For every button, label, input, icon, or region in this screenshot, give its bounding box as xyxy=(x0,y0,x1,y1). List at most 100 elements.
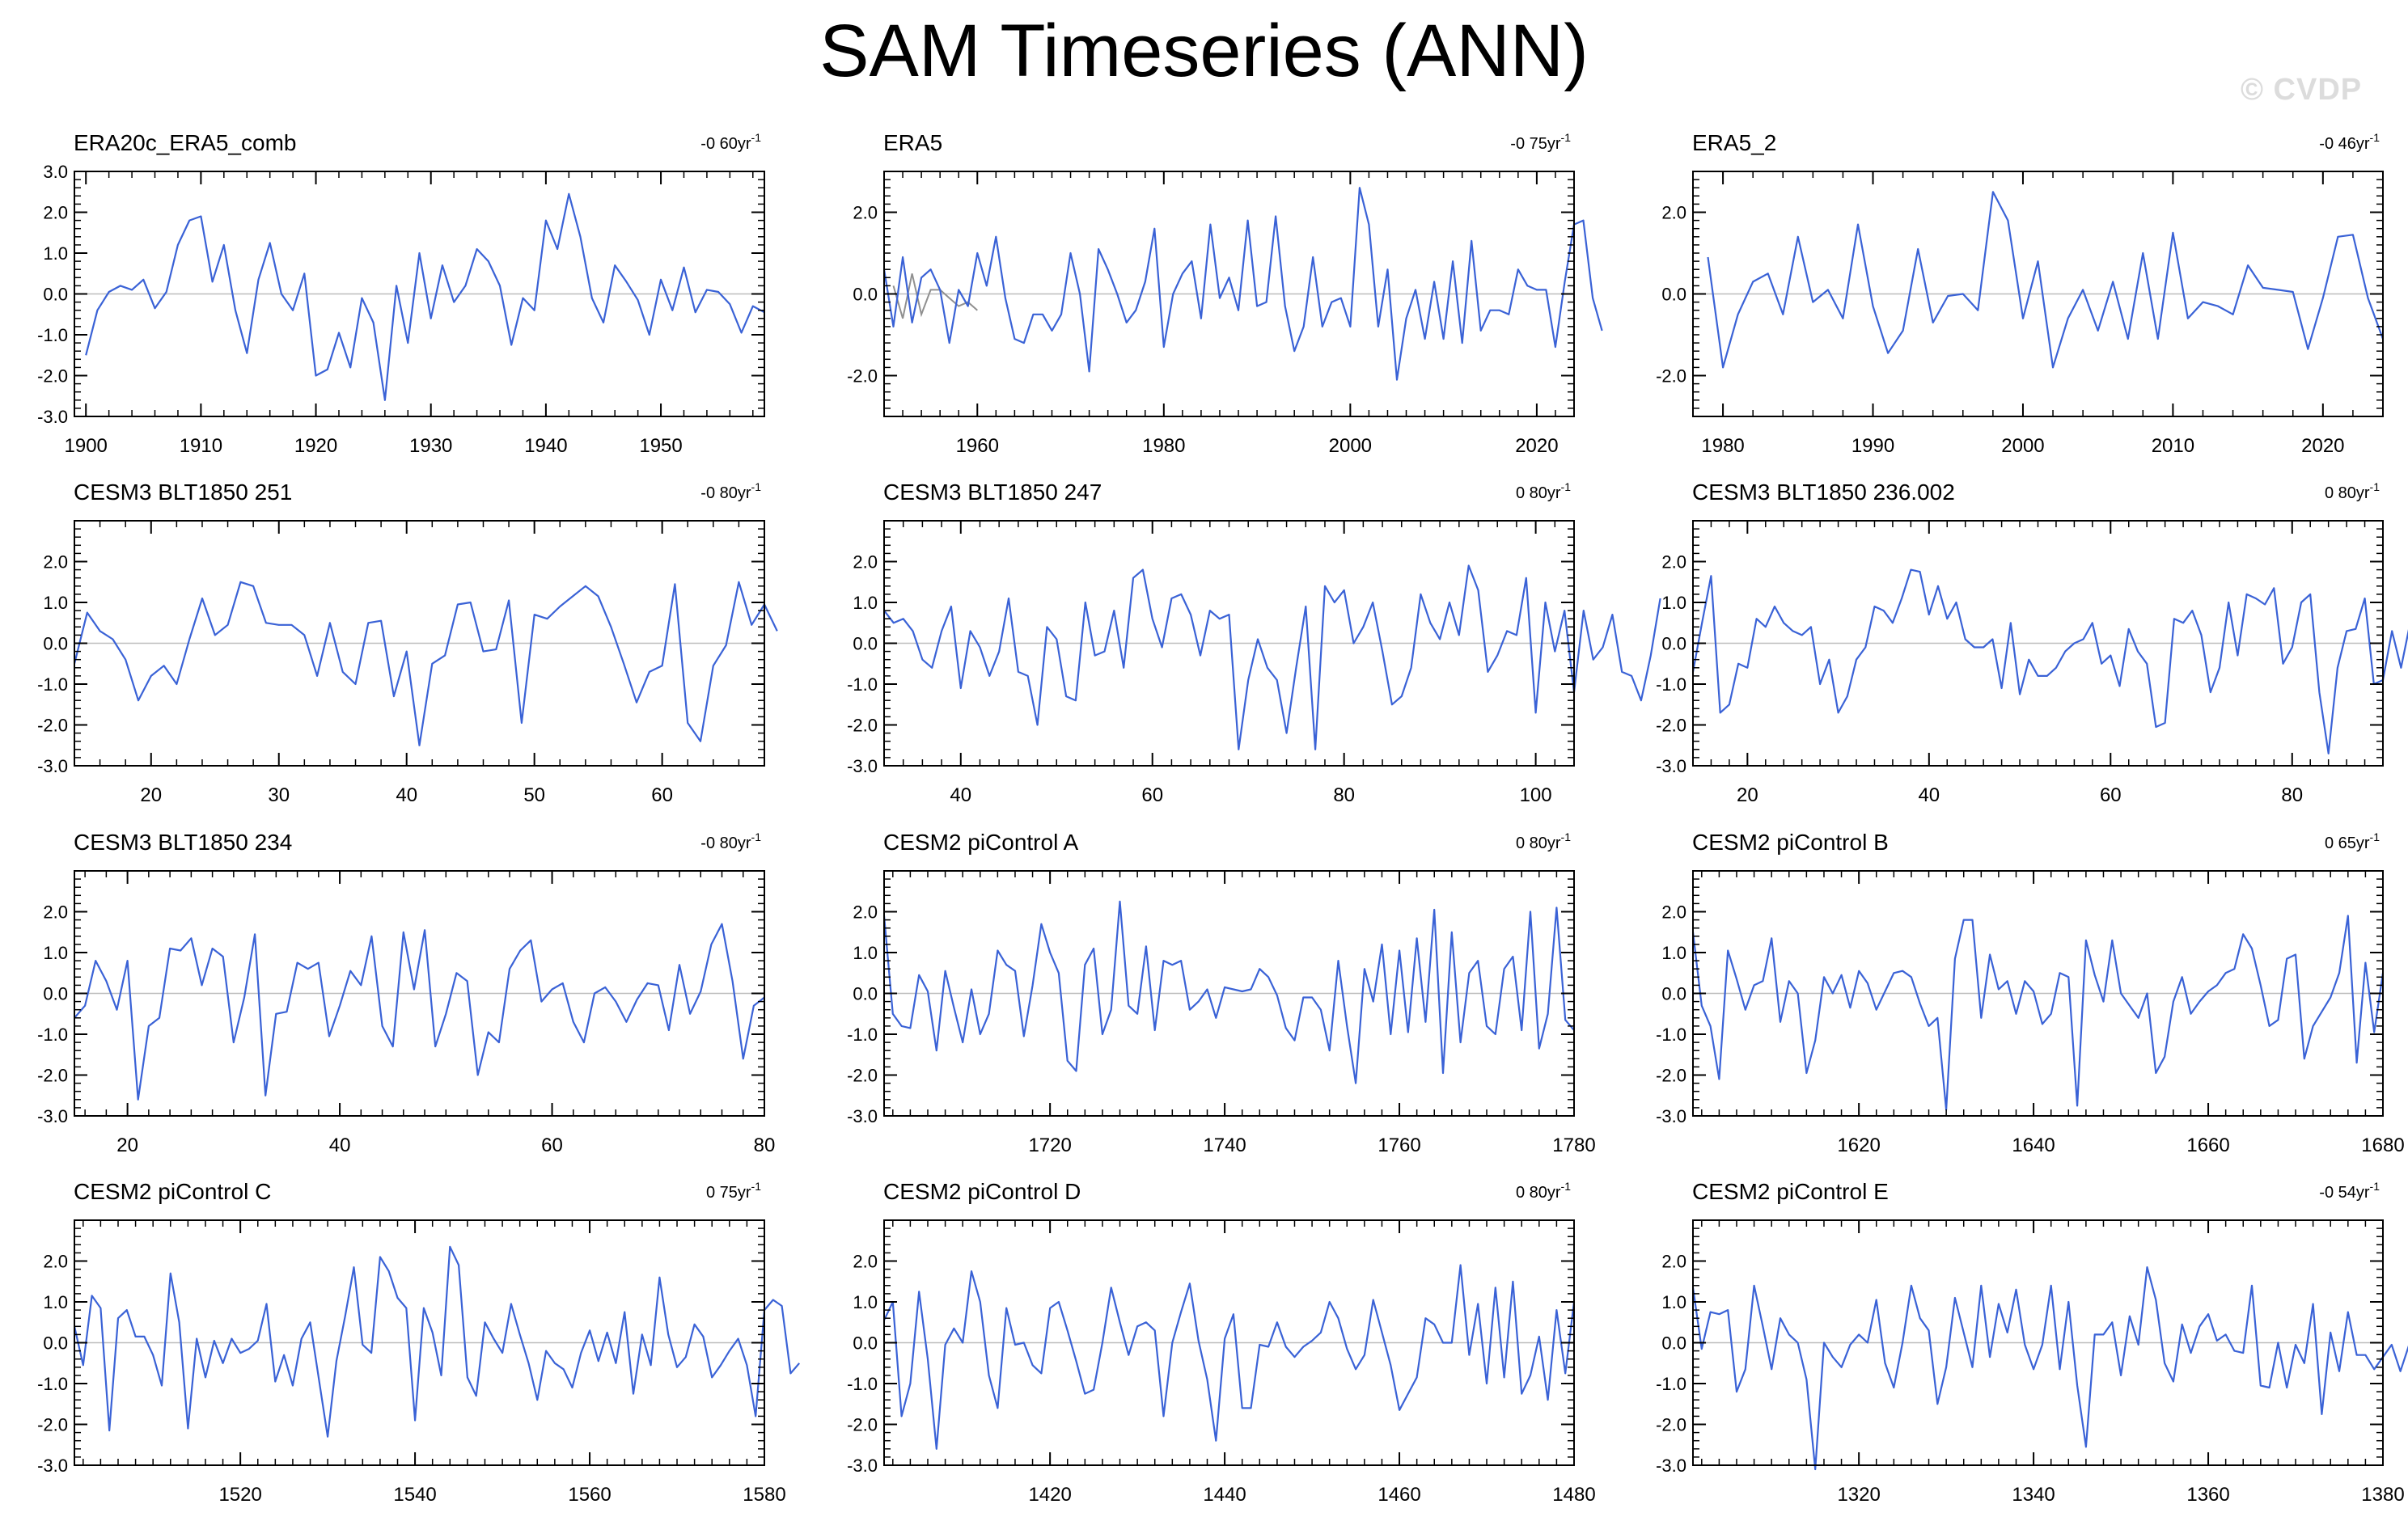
y-tick-label: 3.0 xyxy=(43,162,68,182)
y-tick-label: 1.0 xyxy=(853,593,878,613)
x-tick-label: 50 xyxy=(523,784,545,806)
y-tick-label: -1.0 xyxy=(37,674,68,695)
y-tick-label: -2.0 xyxy=(37,1415,68,1435)
y-tick-label: -1.0 xyxy=(1656,674,1686,695)
chart-panel: 1980 1990 2000 2010 2020 -2.0 0.0 2.0 ERA5_2 -0 4… xyxy=(1656,130,2385,457)
x-tick-label: 1910 xyxy=(180,435,222,457)
x-tick-label: 1580 xyxy=(743,1484,785,1506)
x-tick-label: 1900 xyxy=(65,435,108,457)
panel-title: CESM3 BLT1850 236.002 xyxy=(1692,480,1955,505)
y-tick-label: 2.0 xyxy=(853,1252,878,1272)
x-tick-label: 2020 xyxy=(1515,435,1558,457)
x-tick-label: 1560 xyxy=(568,1484,611,1506)
x-tick-label: 2020 xyxy=(2301,435,2344,457)
trend-label: -0 80yr-1 xyxy=(700,480,761,502)
y-tick-label: -3.0 xyxy=(37,407,68,427)
y-tick-label: 1.0 xyxy=(853,943,878,963)
series-line xyxy=(882,187,1603,381)
x-tick-label: 1760 xyxy=(1378,1134,1420,1156)
x-tick-label: 1940 xyxy=(524,435,567,457)
panel-title: CESM2 piControl C xyxy=(74,1179,271,1204)
chart-panel: 20 40 60 80 -3.0 -2.0 -1.0 0.0 1.0 2.0 CESM3 BLT18… xyxy=(1656,480,2408,806)
x-tick-label: 40 xyxy=(1918,784,1940,806)
y-tick-label: 1.0 xyxy=(43,943,68,963)
series-line xyxy=(882,900,1575,1084)
x-tick-label: 1720 xyxy=(1028,1134,1071,1156)
y-tick-label: 0.0 xyxy=(853,634,878,654)
x-tick-label: 20 xyxy=(1737,784,1758,806)
x-tick-label: 1640 xyxy=(2012,1134,2055,1156)
series-line xyxy=(1691,568,2408,755)
y-tick-label: 0.0 xyxy=(853,285,878,305)
x-tick-label: 1620 xyxy=(1837,1134,1880,1156)
y-tick-label: 2.0 xyxy=(1661,902,1686,923)
x-tick-label: 1540 xyxy=(393,1484,436,1506)
y-tick-label: -2.0 xyxy=(37,366,68,387)
y-tick-label: -2.0 xyxy=(847,1066,878,1086)
x-tick-label: 20 xyxy=(116,1134,138,1156)
x-tick-label: 1480 xyxy=(1552,1484,1595,1506)
y-tick-label: -1.0 xyxy=(1656,1025,1686,1045)
panel-title: ERA20c_ERA5_comb xyxy=(74,130,296,155)
y-tick-label: -2.0 xyxy=(1656,1066,1686,1086)
panel-title: ERA5 xyxy=(883,130,942,155)
x-tick-label: 1950 xyxy=(639,435,682,457)
y-tick-label: 0.0 xyxy=(43,634,68,654)
x-tick-label: 20 xyxy=(140,784,162,806)
x-tick-label: 30 xyxy=(268,784,290,806)
y-tick-label: -2.0 xyxy=(847,716,878,736)
y-tick-label: -2.0 xyxy=(37,716,68,736)
x-tick-label: 1360 xyxy=(2186,1484,2229,1506)
y-tick-label: -3.0 xyxy=(847,1456,878,1476)
y-tick-label: 0.0 xyxy=(43,984,68,1004)
panel-title: CESM3 BLT1850 251 xyxy=(74,480,292,505)
y-tick-label: -1.0 xyxy=(37,1374,68,1394)
y-tick-label: -2.0 xyxy=(1656,716,1686,736)
y-tick-label: 1.0 xyxy=(1661,943,1686,963)
y-tick-label: -2.0 xyxy=(1656,1415,1686,1435)
y-tick-label: 1.0 xyxy=(1661,1292,1686,1312)
y-tick-label: -3.0 xyxy=(847,756,878,776)
trend-label: -0 46yr-1 xyxy=(2319,131,2380,153)
x-tick-label: 60 xyxy=(1141,784,1163,806)
y-tick-label: -3.0 xyxy=(37,1106,68,1126)
x-tick-label: 2010 xyxy=(2152,435,2194,457)
x-tick-label: 80 xyxy=(1333,784,1355,806)
trend-label: -0 54yr-1 xyxy=(2319,1180,2380,1202)
y-tick-label: 0.0 xyxy=(1661,984,1686,1004)
trend-label: 0 80yr-1 xyxy=(1516,830,1571,852)
x-tick-label: 1920 xyxy=(294,435,337,457)
trend-label: -0 60yr-1 xyxy=(700,131,761,153)
y-tick-label: -1.0 xyxy=(847,1025,878,1045)
trend-label: 0 80yr-1 xyxy=(1516,480,1571,502)
x-tick-label: 1990 xyxy=(1851,435,1894,457)
trend-label: 0 75yr-1 xyxy=(706,1180,761,1202)
y-tick-label: 1.0 xyxy=(853,1292,878,1312)
chart-panel: 1420 1440 1460 1480 -3.0 -2.0 -1.0 0.0 1.0 2.0 CES… xyxy=(847,1179,1596,1506)
x-tick-label: 40 xyxy=(396,784,417,806)
y-tick-label: 2.0 xyxy=(1661,552,1686,573)
trend-label: -0 75yr-1 xyxy=(1510,131,1571,153)
y-tick-label: -1.0 xyxy=(1656,1374,1686,1394)
series-line xyxy=(1691,1265,2408,1471)
series-line xyxy=(73,1245,801,1438)
x-tick-label: 1980 xyxy=(1701,435,1744,457)
series-line xyxy=(85,192,765,401)
x-tick-label: 1780 xyxy=(1552,1134,1595,1156)
chart-panel: 1320 1340 1360 1380 -3.0 -2.0 -1.0 0.0 1.0 2.0 CES… xyxy=(1656,1179,2408,1506)
chart-panel: 1720 1740 1760 1780 -3.0 -2.0 -1.0 0.0 1.0 2.0 CES… xyxy=(847,830,1596,1156)
x-tick-label: 40 xyxy=(950,784,971,806)
series-line xyxy=(1691,915,2385,1111)
x-tick-label: 1660 xyxy=(2186,1134,2229,1156)
panel-title: CESM2 piControl D xyxy=(883,1179,1081,1204)
y-tick-label: 2.0 xyxy=(43,203,68,223)
trend-label: -0 80yr-1 xyxy=(700,830,761,852)
chart-panel: 20 40 60 80 -3.0 -2.0 -1.0 0.0 1.0 2.0 CESM3 BLT18… xyxy=(37,830,775,1156)
y-tick-label: 2.0 xyxy=(1661,203,1686,223)
panel-title: CESM3 BLT1850 247 xyxy=(883,480,1102,505)
x-tick-label: 1420 xyxy=(1028,1484,1071,1506)
y-tick-label: 2.0 xyxy=(43,1252,68,1272)
x-tick-label: 1740 xyxy=(1203,1134,1246,1156)
y-tick-label: -2.0 xyxy=(37,1066,68,1086)
y-tick-label: -2.0 xyxy=(847,366,878,387)
